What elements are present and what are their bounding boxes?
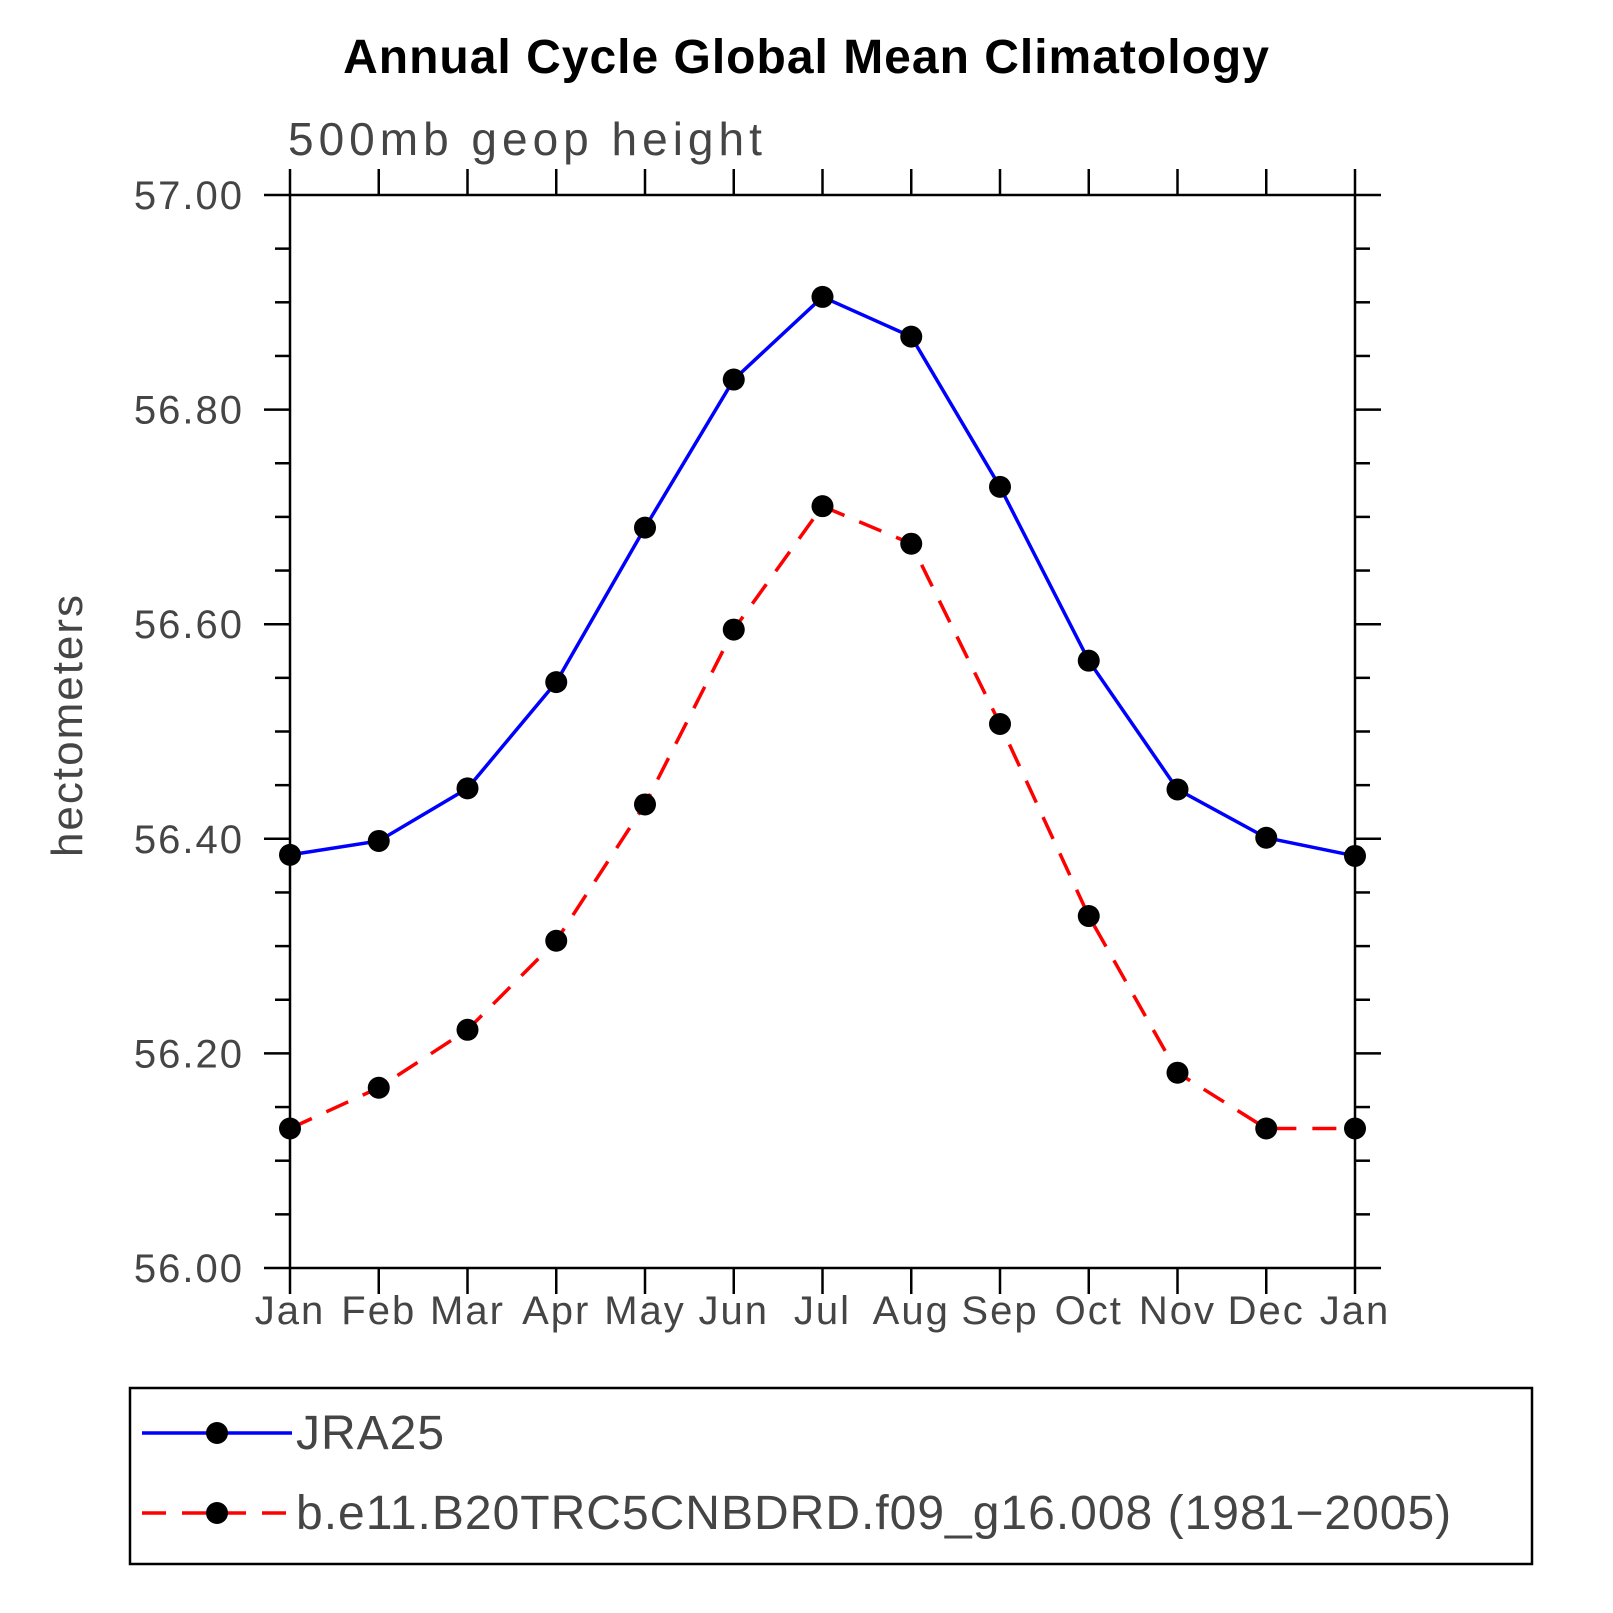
legend-sample-marker [206, 1502, 228, 1524]
data-point-marker [811, 495, 834, 518]
x-tick-label: Jun [699, 1289, 770, 1333]
legend-label: b.e11.B20TRC5CNBDRD.f09_g16.008 (1981−20… [296, 1487, 1452, 1540]
data-point-marker [367, 1076, 390, 1099]
data-point-marker [1166, 1061, 1189, 1084]
legend-box [128, 1386, 1534, 1566]
x-tick-label: Aug [873, 1289, 950, 1333]
data-point-marker [1166, 778, 1189, 801]
data-point-marker [989, 475, 1011, 498]
data-point-marker [900, 532, 923, 555]
x-tick-label: Nov [1139, 1289, 1216, 1333]
y-tick-label: 57.00 [134, 174, 244, 218]
data-point-marker [367, 829, 390, 852]
y-tick-label: 56.80 [134, 389, 244, 433]
data-point-marker [900, 325, 923, 348]
plot-frame [288, 193, 1357, 1270]
series-line-0 [289, 294, 1356, 858]
data-point-marker [722, 368, 745, 391]
data-point-marker [545, 929, 568, 952]
x-tick-label: Jan [255, 1289, 326, 1333]
x-tick-label: Mar [430, 1289, 505, 1333]
x-tick-label: May [604, 1289, 686, 1333]
legend-sample-marker [206, 1422, 228, 1444]
data-point-marker [989, 712, 1011, 735]
x-tick-label: Apr [522, 1289, 590, 1333]
data-point-marker [279, 843, 301, 866]
data-point-marker [1255, 826, 1278, 849]
data-point-marker [811, 285, 834, 308]
data-point-marker [634, 793, 656, 816]
y-tick-label: 56.60 [134, 603, 244, 647]
y-tick-label: 56.40 [134, 818, 244, 862]
data-point-marker [279, 1117, 301, 1140]
y-tick-label: 56.20 [134, 1032, 244, 1076]
x-tick-label: Oct [1055, 1289, 1123, 1333]
data-point-marker [1255, 1117, 1278, 1140]
x-tick-label: Dec [1228, 1289, 1305, 1333]
data-point-marker [1344, 1117, 1366, 1140]
data-point-marker [1077, 905, 1100, 928]
x-tick-label: Jan [1320, 1289, 1391, 1333]
x-tick-label: Feb [341, 1289, 416, 1333]
data-point-marker [456, 1018, 479, 1041]
page-title: Annual Cycle Global Mean Climatology [343, 31, 1270, 84]
x-tick-label: Jul [794, 1289, 851, 1333]
legend-label: JRA25 [296, 1407, 445, 1460]
y-tick-label: 56.00 [134, 1247, 244, 1291]
data-point-marker [1344, 844, 1366, 867]
data-point-marker [545, 671, 568, 694]
x-tick-label: Sep [961, 1289, 1038, 1333]
data-point-marker [1077, 649, 1100, 672]
data-point-marker [456, 777, 479, 800]
chart-subtitle: 500mb geop height [288, 113, 767, 165]
data-point-marker [722, 618, 745, 641]
data-point-marker [634, 516, 656, 539]
series-line-1 [289, 504, 1355, 1131]
